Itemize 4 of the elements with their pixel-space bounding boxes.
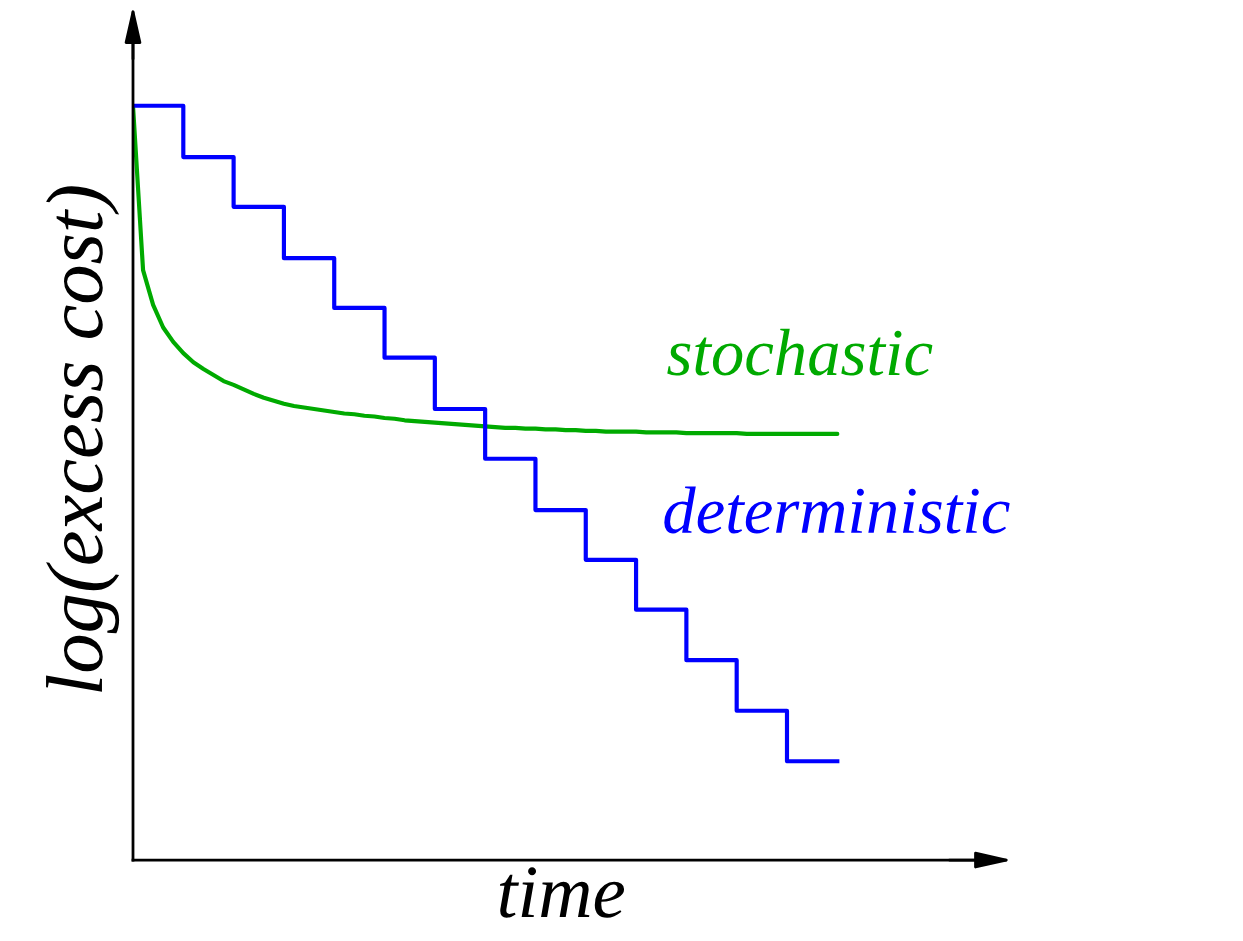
series-label: deterministic xyxy=(664,486,1010,534)
series-label: stochastic xyxy=(667,328,933,376)
x-axis-title: time xyxy=(499,867,625,918)
y-axis-title: log(excess cost) xyxy=(46,186,120,692)
